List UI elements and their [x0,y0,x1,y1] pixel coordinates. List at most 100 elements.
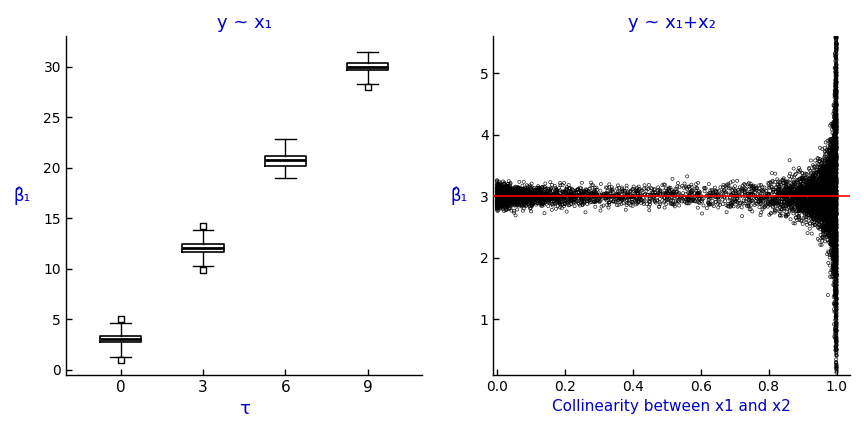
Point [816,222,829,229]
Point [819,172,833,179]
Point [809,186,823,193]
Point [495,190,509,197]
Point [519,190,533,197]
Point [825,188,839,195]
Point [823,200,836,206]
Point [491,207,505,214]
Point [829,162,843,169]
Point [518,192,531,199]
Point [815,197,829,204]
Point [492,196,505,203]
Point [826,189,840,196]
Point [829,78,842,85]
Point [584,198,598,205]
Title: y ~ x₁+x₂: y ~ x₁+x₂ [628,14,715,32]
Point [490,192,504,199]
Point [828,100,842,107]
Point [823,217,836,224]
Point [829,265,843,272]
Point [819,213,833,220]
Point [506,196,520,203]
Point [490,198,504,205]
Point [775,196,789,203]
Point [829,143,843,149]
Point [820,172,834,178]
Point [491,185,505,192]
Point [523,188,537,195]
Point [494,191,508,197]
Point [624,202,638,209]
Point [828,333,842,340]
Point [828,232,842,238]
Point [528,187,542,194]
Point [815,196,829,203]
Point [829,288,843,295]
Point [814,184,828,191]
Point [499,202,513,209]
Point [535,189,549,196]
Point [542,195,556,202]
Point [518,201,531,208]
Point [825,190,839,197]
Point [829,191,842,198]
Point [651,187,664,194]
Point [825,210,839,217]
Point [805,183,819,190]
Point [563,193,577,200]
Point [829,101,843,108]
Point [510,195,524,202]
Point [493,197,507,203]
Point [726,193,740,200]
Point [828,212,842,219]
Point [542,188,556,195]
Point [818,192,832,199]
Point [829,40,843,47]
Point [828,157,842,164]
Point [763,202,777,209]
Point [828,255,842,262]
Point [829,241,843,248]
Point [492,190,505,197]
Point [824,172,838,178]
Point [739,197,753,204]
Point [512,196,526,203]
Point [829,128,843,135]
Point [825,198,839,205]
Point [556,189,570,196]
Point [605,193,619,200]
Point [824,247,838,254]
Point [491,200,505,206]
Point [829,78,843,85]
Point [600,184,614,191]
Point [692,189,706,196]
Point [829,184,843,191]
Point [823,198,837,205]
Point [762,184,776,191]
Point [804,178,817,185]
Point [711,194,725,201]
Point [817,175,831,182]
Point [658,187,671,194]
Point [804,194,817,201]
Point [829,245,843,252]
Point [815,219,829,226]
Point [829,138,842,145]
Point [728,195,742,202]
Point [773,212,787,219]
Point [823,179,836,186]
Point [490,189,504,196]
Point [820,146,834,153]
Point [812,191,826,198]
Point [512,191,526,198]
Point [828,145,842,152]
Point [825,171,839,178]
Point [505,192,519,199]
Point [497,185,511,192]
Point [823,191,837,198]
Point [492,190,505,197]
Point [502,188,516,195]
Point [826,225,840,232]
Point [825,154,839,161]
Point [829,191,842,198]
Point [490,191,504,197]
